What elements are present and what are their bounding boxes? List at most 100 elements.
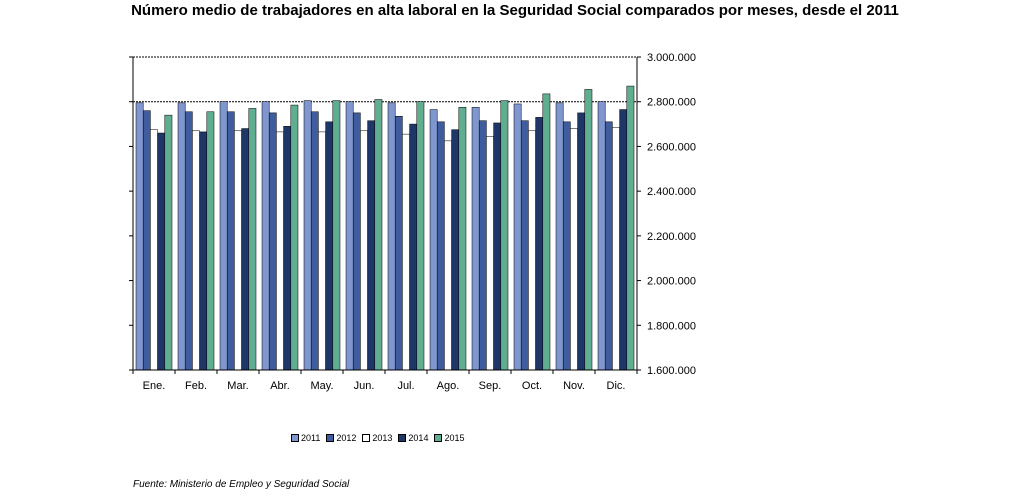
- gridlines: [133, 56, 637, 103]
- y-tick-label: 2.400.000: [647, 186, 696, 198]
- bar-2012-Mar.: [226, 111, 235, 371]
- bar-2014-Jul.: [409, 123, 418, 371]
- bar-2011-Ene.: [135, 102, 144, 371]
- bar-2012-Ene.: [142, 110, 151, 371]
- x-tick-label: May.: [310, 380, 333, 392]
- bar-2015-Mar.: [248, 108, 257, 371]
- bar-2012-Nov.: [562, 121, 571, 371]
- chart-title: Número medio de trabajadores en alta lab…: [131, 2, 899, 19]
- bar-2011-May.: [303, 100, 312, 371]
- bar-2014-Ene.: [157, 132, 166, 371]
- bar-2014-Oct.: [535, 117, 544, 371]
- bar-2014-Ago.: [451, 129, 460, 371]
- x-tick-label: Mar.: [227, 380, 248, 392]
- bar-2013-Sep.: [486, 136, 494, 371]
- legend-label: 2011: [301, 433, 321, 443]
- legend-swatch: [362, 434, 371, 442]
- x-axis-tick-labels: Ene. Feb. Mar. Abr. May. Jun. Jul. Ago. Sep. Oct.…: [143, 380, 626, 392]
- bar-2012-Ago.: [436, 121, 445, 371]
- x-tick-label: Oct.: [522, 380, 542, 392]
- y-tick-label: 3.000.000: [647, 52, 696, 64]
- bar-2012-Jun.: [352, 112, 361, 371]
- x-tick-label: Ago.: [437, 380, 460, 392]
- bar-2013-Mar.: [234, 130, 242, 371]
- legend-swatch: [291, 434, 299, 442]
- x-tick-label: Abr.: [270, 380, 290, 392]
- legend-swatch: [398, 434, 407, 442]
- y-tick-label: 2.800.000: [647, 97, 696, 109]
- bar-2015-Jun.: [374, 99, 383, 371]
- bar-2011-Dic.: [597, 101, 606, 371]
- x-tick-label: Jul.: [397, 380, 414, 392]
- bar-2011-Nov.: [555, 102, 564, 371]
- y-tick-label: 2.000.000: [647, 276, 696, 288]
- bar-2014-Feb.: [199, 131, 208, 371]
- legend-label: 2012: [336, 433, 357, 443]
- legend-item-2011: 2011: [291, 433, 320, 443]
- x-tick-label: Jun.: [354, 380, 375, 392]
- source-note: Fuente: Ministerio de Empleo y Seguridad…: [133, 479, 350, 490]
- bar-2013-Ago.: [444, 140, 452, 371]
- bar-2015-Feb.: [206, 111, 215, 371]
- bar-2015-Nov.: [584, 89, 593, 371]
- bar-2014-Dic.: [619, 109, 628, 371]
- x-tick-label: Ene.: [143, 380, 166, 392]
- bar-2012-Jul.: [394, 115, 403, 371]
- bar-2014-Abr.: [283, 126, 292, 371]
- bar-2015-Oct.: [542, 93, 551, 371]
- legend-item-2014: 2014: [398, 433, 428, 443]
- x-tick-label: Feb.: [185, 380, 207, 392]
- bar-2011-Sep.: [471, 107, 480, 371]
- bar-2015-Ago.: [458, 107, 467, 371]
- bar-2015-May.: [332, 100, 341, 371]
- y-tick-label: 2.200.000: [647, 231, 696, 243]
- legend-label: 2013: [372, 433, 393, 443]
- legend-item-2015: 2015: [434, 433, 464, 443]
- legend-label: 2014: [408, 433, 429, 443]
- bar-2013-May.: [318, 131, 326, 371]
- bar-2011-Ago.: [429, 109, 438, 371]
- bar-2015-Jul.: [416, 101, 425, 371]
- bar-2013-Jun.: [360, 130, 368, 371]
- bar-2015-Ene.: [164, 114, 173, 371]
- x-tick-label: Sep.: [479, 380, 502, 392]
- legend-item-2013: 2013: [362, 433, 392, 443]
- legend-swatch: [434, 434, 443, 442]
- bar-2014-Jun.: [367, 120, 376, 371]
- bar-2012-Oct.: [520, 120, 529, 371]
- y-tick-label: 1.600.000: [647, 365, 696, 377]
- bar-2014-May.: [325, 121, 334, 371]
- bar-2013-Dic.: [612, 127, 620, 371]
- bars: [135, 85, 635, 371]
- axes: [129, 56, 641, 374]
- bar-2011-Abr.: [261, 101, 270, 371]
- legend-swatch: [326, 434, 335, 442]
- bar-2015-Dic.: [626, 85, 635, 371]
- bar-2011-Feb.: [177, 102, 186, 371]
- bar-2014-Nov.: [577, 112, 586, 371]
- y-tick-label: 1.800.000: [647, 320, 696, 332]
- bar-2013-Jul.: [402, 133, 410, 371]
- bar-2013-Abr.: [276, 131, 284, 371]
- bar-2013-Nov.: [570, 128, 578, 371]
- bar-2012-Dic.: [604, 121, 613, 371]
- bar-2015-Abr.: [290, 104, 299, 371]
- bar-2011-Mar.: [219, 101, 228, 371]
- bar-2014-Sep.: [493, 122, 502, 371]
- bar-2013-Ene.: [150, 129, 158, 371]
- bar-2014-Mar.: [241, 128, 250, 371]
- bar-2011-Oct.: [513, 103, 522, 371]
- bar-2013-Feb.: [192, 130, 200, 371]
- legend-item-2012: 2012: [326, 433, 356, 443]
- bar-2011-Jun.: [345, 101, 354, 371]
- bar-2012-Abr.: [268, 112, 277, 371]
- legend-label: 2015: [444, 433, 465, 443]
- bar-2015-Sep.: [500, 100, 509, 371]
- bar-2012-Feb.: [184, 111, 193, 371]
- legend: 2011 2012 2013 2014 2015: [291, 433, 470, 443]
- x-tick-label: Dic.: [607, 380, 626, 392]
- bar-2012-May.: [310, 111, 319, 371]
- y-axis-tick-labels: 1.600.000 1.800.000 2.000.000 2.200.000 2.40…: [647, 52, 696, 377]
- bar-2012-Sep.: [478, 120, 487, 371]
